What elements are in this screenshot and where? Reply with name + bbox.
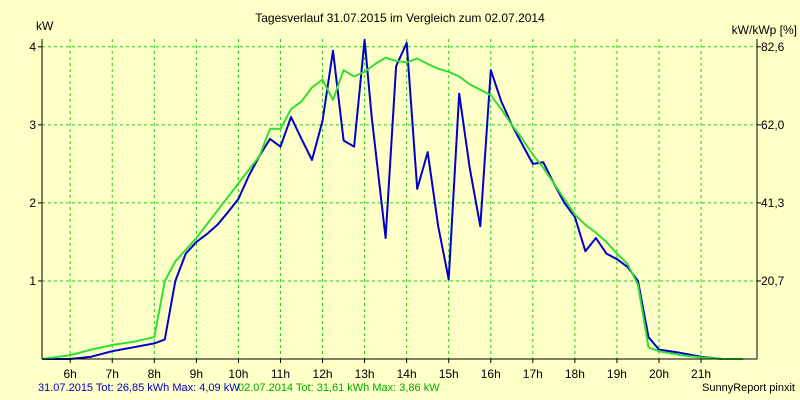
series-line-1 (42, 38, 723, 360)
x-tick-label-2: 8h (148, 367, 161, 381)
y-left-tick-label-2: 3 (29, 118, 36, 132)
legend-series-2: 02.07.2014 Tot: 31,61 kWh Max: 3,86 kW (238, 382, 440, 394)
x-tick-label-8: 14h (397, 367, 417, 381)
x-tick-label-1: 7h (106, 367, 119, 381)
y-left-tick-label-3: 4 (29, 40, 36, 54)
y-right-tick-label-1: 41,3 (761, 196, 785, 210)
x-tick-label-7: 13h (355, 367, 375, 381)
legend-series-1: 31.07.2015 Tot: 26,85 kWh Max: 4,09 kW (38, 382, 240, 394)
x-tick-label-11: 17h (523, 367, 543, 381)
y-axis-right-label: kW/kWp [%] (732, 23, 797, 37)
x-tick-label-9: 15h (439, 367, 459, 381)
plot-area (42, 39, 757, 359)
x-tick-label-12: 18h (565, 367, 585, 381)
x-tick-label-6: 12h (313, 367, 333, 381)
x-tick-label-15: 21h (691, 367, 711, 381)
x-tick-label-0: 6h (63, 367, 76, 381)
y-left-tick-label-0: 1 (29, 274, 36, 288)
axes (38, 39, 761, 363)
x-tick-label-5: 11h (271, 367, 290, 381)
series-line-2 (41, 56, 744, 360)
series-layer (41, 38, 744, 360)
x-tick-label-4: 10h (228, 367, 248, 381)
x-tick-label-13: 19h (607, 367, 627, 381)
credit-text: SunnyReport pinxit (702, 382, 795, 394)
chart-title: Tagesverlauf 31.07.2015 im Vergleich zum… (255, 11, 545, 25)
y-right-tick-label-0: 20,7 (761, 274, 785, 288)
y-axis-left-label: kW (36, 19, 54, 33)
x-tick-label-14: 20h (649, 367, 669, 381)
tick-labels: 6h 7h 8h 9h 10h 11h 12h 13h 14h 15h 16h 17h 18h 19h 20… (29, 40, 784, 381)
x-tick-label-10: 16h (481, 367, 501, 381)
x-tick-label-3: 9h (190, 367, 203, 381)
y-right-tick-label-2: 62,0 (761, 118, 785, 132)
y-left-tick-label-1: 2 (29, 196, 36, 210)
y-right-tick-label-3: 82,6 (761, 40, 785, 54)
